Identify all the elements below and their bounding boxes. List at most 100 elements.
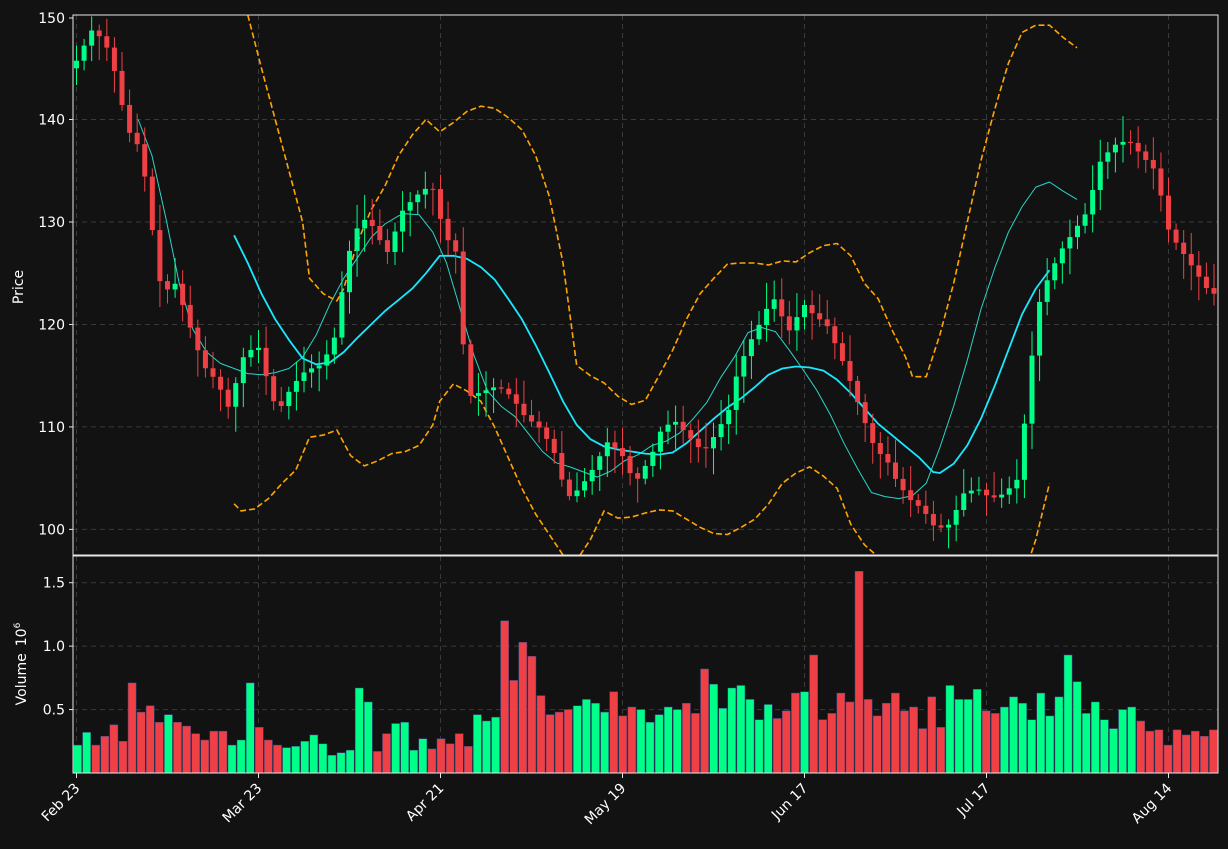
candle-body <box>309 368 315 373</box>
candle-body <box>817 313 823 320</box>
volume-bar <box>354 687 364 773</box>
candle <box>1059 241 1065 284</box>
candle-body <box>96 30 102 37</box>
candle <box>1188 232 1194 291</box>
candle-body <box>1105 152 1111 162</box>
volume-bar <box>609 691 618 773</box>
volume-tick-label: 1.5 <box>43 576 65 592</box>
candle <box>1014 459 1020 504</box>
candle <box>650 443 656 477</box>
candle <box>923 490 929 524</box>
candle <box>513 378 519 427</box>
candle-body <box>324 354 330 366</box>
candle <box>1044 258 1050 316</box>
volume-bar <box>1091 701 1100 773</box>
candle-body <box>703 447 709 449</box>
candle-body <box>210 368 216 377</box>
candle-body <box>946 524 952 528</box>
candle <box>1090 165 1096 233</box>
candle-body <box>74 60 79 69</box>
volume-bar <box>164 714 173 773</box>
candle-body <box>650 451 656 466</box>
candle-body <box>642 465 648 479</box>
volume-bar <box>909 706 918 773</box>
candle <box>119 52 125 111</box>
candle <box>566 471 572 501</box>
volume-bar <box>600 711 609 773</box>
volume-bar <box>454 733 464 773</box>
candle <box>968 477 974 503</box>
candle <box>847 335 853 397</box>
candle-body <box>400 210 406 232</box>
candle-body <box>809 305 815 314</box>
candle <box>354 204 360 277</box>
candle <box>1211 263 1217 306</box>
volume-bar <box>127 682 137 773</box>
candle <box>908 465 914 518</box>
volume-bar <box>418 738 428 773</box>
volume-bar <box>1036 692 1046 773</box>
volume-bar <box>927 696 937 773</box>
candle <box>1037 289 1043 382</box>
volume-bar <box>709 683 718 773</box>
candle <box>582 468 588 498</box>
volume-bar <box>554 711 564 773</box>
candle-body <box>893 462 898 479</box>
volume-bar <box>73 744 82 773</box>
volume-bar <box>345 749 355 773</box>
volume-bar <box>536 695 546 773</box>
candle-body <box>453 240 459 252</box>
candle <box>104 18 110 61</box>
candle-body <box>862 402 868 424</box>
volume-bar <box>1027 719 1037 773</box>
candle <box>400 191 406 253</box>
volume-bar <box>91 744 101 773</box>
candle <box>953 495 959 542</box>
volume-bar <box>763 704 773 773</box>
candle-body <box>331 337 337 355</box>
candle <box>1021 414 1027 499</box>
candle <box>438 174 443 243</box>
candle-body <box>293 380 299 392</box>
volume-bar <box>291 746 300 773</box>
candle <box>301 346 307 393</box>
candle-body <box>574 490 580 497</box>
candle <box>885 436 891 476</box>
candle-body <box>923 505 929 515</box>
candle <box>392 222 398 265</box>
candle-body <box>445 218 451 241</box>
candle <box>870 413 876 464</box>
price-tick-label: 110 <box>38 420 65 436</box>
price-tick-label: 140 <box>38 113 65 129</box>
candle <box>521 380 527 423</box>
candle-body <box>347 250 352 293</box>
volume-bar <box>191 733 200 773</box>
candle-body <box>711 437 716 449</box>
candle <box>991 472 997 503</box>
volume-bar <box>82 732 91 773</box>
candle-body <box>1120 141 1126 145</box>
volume-bar <box>872 715 882 773</box>
candle <box>445 201 451 255</box>
candle <box>680 405 686 444</box>
candle-body <box>665 424 671 432</box>
candle <box>893 439 898 488</box>
volume-bar <box>155 722 164 773</box>
candle <box>642 459 648 485</box>
candle <box>1158 152 1164 212</box>
candle-body <box>149 176 155 231</box>
candle <box>468 339 474 404</box>
candle <box>809 290 815 340</box>
candle <box>233 377 239 432</box>
volume-bar <box>427 748 437 773</box>
candle <box>1067 219 1073 275</box>
candle-body <box>597 456 603 470</box>
candle-body <box>885 454 891 463</box>
volume-bar <box>1109 728 1118 773</box>
volume-bar <box>1072 681 1082 773</box>
candle-body <box>1196 265 1202 277</box>
volume-bar <box>700 668 709 773</box>
volume-scale-exponent: 6 <box>13 622 23 628</box>
volume-bar <box>200 739 210 773</box>
candle <box>764 282 770 342</box>
